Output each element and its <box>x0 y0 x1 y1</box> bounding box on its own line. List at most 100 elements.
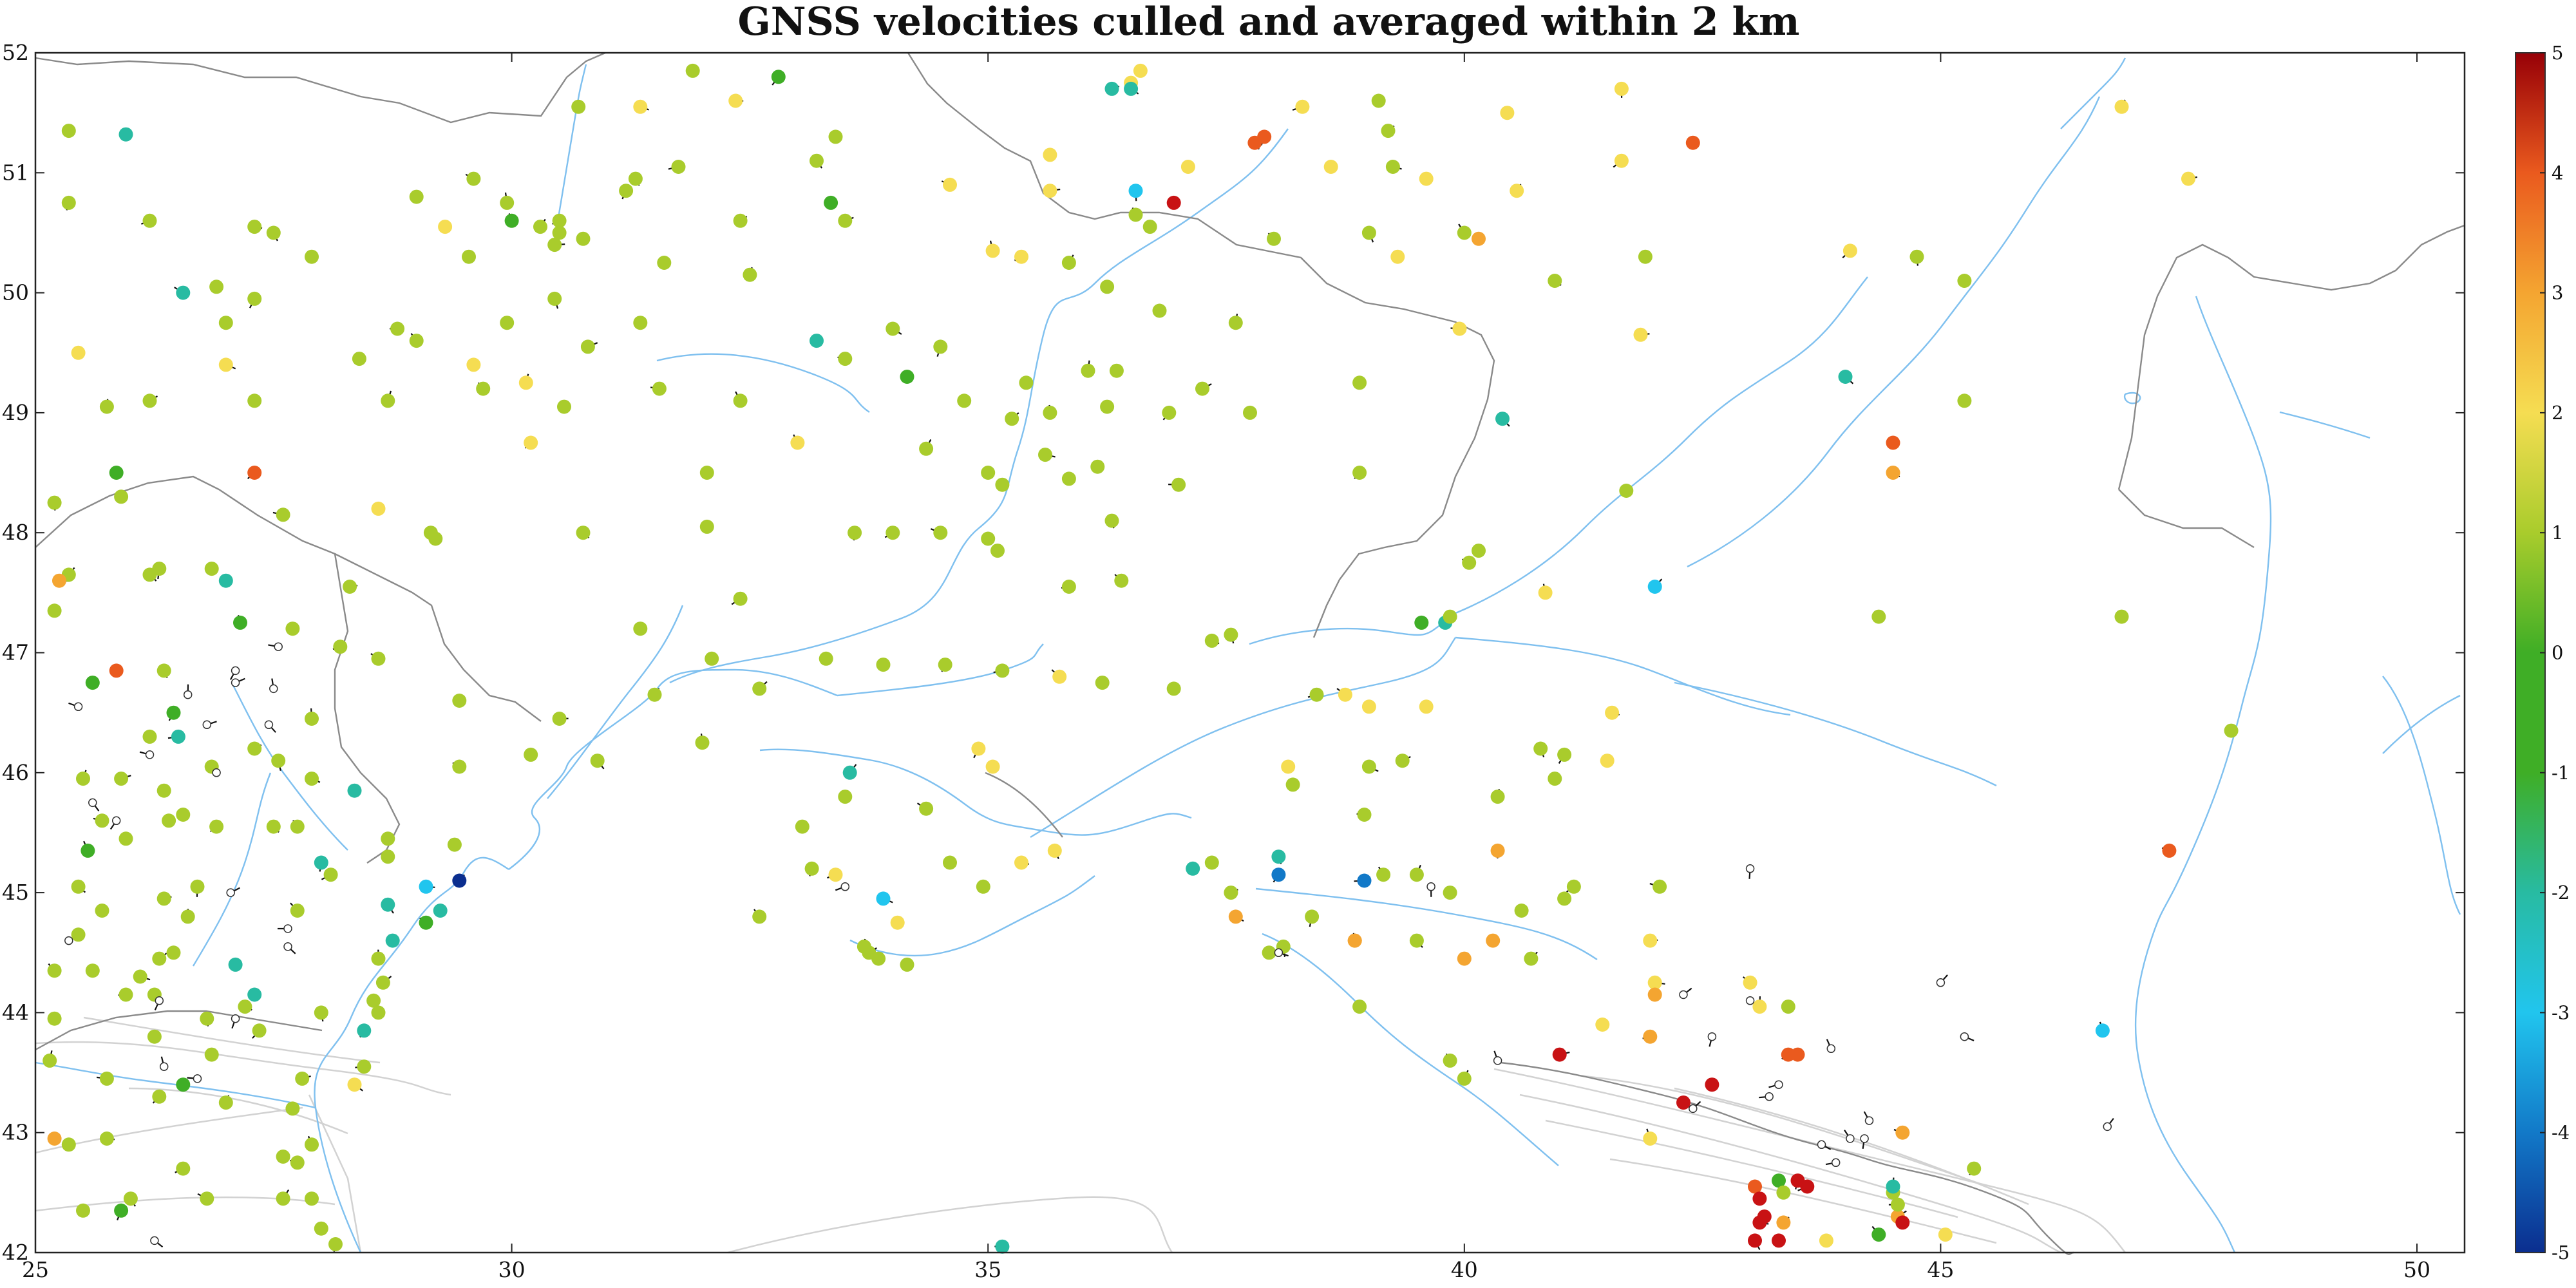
station-marker-unrated <box>1707 1032 1717 1041</box>
station-marker-unrated <box>1846 1134 1855 1143</box>
border-moldova-ukraine <box>334 553 401 864</box>
border-romania-bulgaria <box>35 1010 323 1051</box>
station-marker <box>733 591 748 606</box>
station-marker <box>552 225 567 240</box>
station-marker <box>276 507 290 522</box>
station-marker <box>247 291 262 306</box>
station-marker-unrated <box>264 720 274 730</box>
station-marker <box>61 124 76 138</box>
station-marker <box>343 580 357 594</box>
station-marker <box>1305 909 1320 924</box>
station-marker <box>328 1237 343 1251</box>
station-marker <box>1772 1173 1786 1188</box>
colorbar-tick-label: 0 <box>2552 642 2563 664</box>
station-marker <box>176 808 191 822</box>
station-marker <box>1257 129 1272 144</box>
station-marker <box>180 909 195 924</box>
station-marker <box>752 909 767 924</box>
station-marker <box>1643 1132 1658 1146</box>
station-marker <box>671 160 686 174</box>
river-dnieper <box>669 128 1289 684</box>
station-marker <box>333 639 348 654</box>
station-marker <box>990 544 1005 558</box>
station-marker <box>1457 951 1472 966</box>
station-marker <box>1800 1179 1815 1194</box>
station-marker <box>919 801 934 816</box>
station-markers <box>43 63 2239 1254</box>
station-marker <box>1533 741 1548 756</box>
station-marker <box>1166 195 1181 210</box>
station-marker <box>1224 886 1238 900</box>
station-marker <box>2224 723 2239 738</box>
station-marker <box>99 1132 114 1146</box>
station-marker <box>547 291 562 306</box>
station-marker <box>1510 184 1524 198</box>
colorbar-tick-label: -4 <box>2552 1122 2570 1144</box>
station-marker <box>985 243 1000 258</box>
station-marker <box>1019 375 1034 390</box>
colorbar-tick-label: -5 <box>2552 1242 2570 1264</box>
station-marker <box>1357 873 1372 888</box>
station-marker <box>695 735 710 750</box>
station-marker-unrated <box>193 1074 202 1083</box>
station-marker <box>1204 855 1219 870</box>
station-marker <box>971 741 986 756</box>
station-marker <box>133 969 147 984</box>
river-ural <box>2382 694 2461 754</box>
station-marker <box>752 681 767 696</box>
station-marker-unrated <box>1960 1032 1969 1041</box>
station-marker-unrated <box>1864 1116 1874 1125</box>
station-marker <box>447 837 462 852</box>
station-marker <box>71 345 86 360</box>
station-marker <box>71 879 86 894</box>
station-marker <box>1472 544 1486 558</box>
station-marker <box>152 951 167 966</box>
station-marker <box>1361 225 1376 240</box>
station-marker <box>123 1191 138 1206</box>
station-marker <box>933 526 948 540</box>
station-marker <box>176 285 191 300</box>
station-marker <box>409 334 424 348</box>
station-marker <box>1047 843 1062 858</box>
coastline-black-sea-west <box>314 857 509 1253</box>
station-marker <box>533 220 547 234</box>
station-marker <box>305 712 319 726</box>
station-marker <box>142 213 157 228</box>
fault-line <box>35 1041 451 1096</box>
x-tick-label: 25 <box>22 1257 49 1282</box>
coastline-caspian <box>2382 676 2461 915</box>
border-russia-ukraine-north <box>907 52 1495 638</box>
station-marker <box>1243 405 1257 420</box>
station-marker <box>1752 1215 1767 1230</box>
station-marker <box>810 153 824 168</box>
station-marker <box>1285 777 1300 792</box>
station-marker <box>1776 1215 1791 1230</box>
station-marker <box>1204 633 1219 648</box>
x-tick-label: 50 <box>2403 1257 2430 1282</box>
station-marker <box>47 1132 62 1146</box>
station-marker <box>1338 687 1352 702</box>
station-marker <box>547 238 562 252</box>
station-marker <box>1104 81 1119 96</box>
station-marker-unrated <box>111 816 121 826</box>
station-marker <box>580 339 595 354</box>
station-marker <box>1043 147 1057 162</box>
station-marker <box>385 933 400 948</box>
station-marker <box>1890 1197 1905 1212</box>
station-marker <box>1443 609 1457 624</box>
station-marker <box>876 658 891 672</box>
station-marker-unrated <box>1745 864 1755 873</box>
rivers-and-coastlines <box>35 57 2461 1253</box>
station-marker <box>1548 772 1562 786</box>
station-marker <box>200 1191 214 1206</box>
station-marker <box>357 1059 372 1074</box>
station-marker <box>1819 1233 1833 1248</box>
fault-line <box>1493 1068 2126 1253</box>
station-marker <box>305 772 319 786</box>
station-marker <box>381 393 395 408</box>
station-marker <box>1838 370 1853 384</box>
station-marker-unrated <box>1493 1056 1502 1065</box>
station-marker <box>95 904 109 918</box>
station-marker <box>976 879 990 894</box>
station-marker <box>1128 184 1143 198</box>
